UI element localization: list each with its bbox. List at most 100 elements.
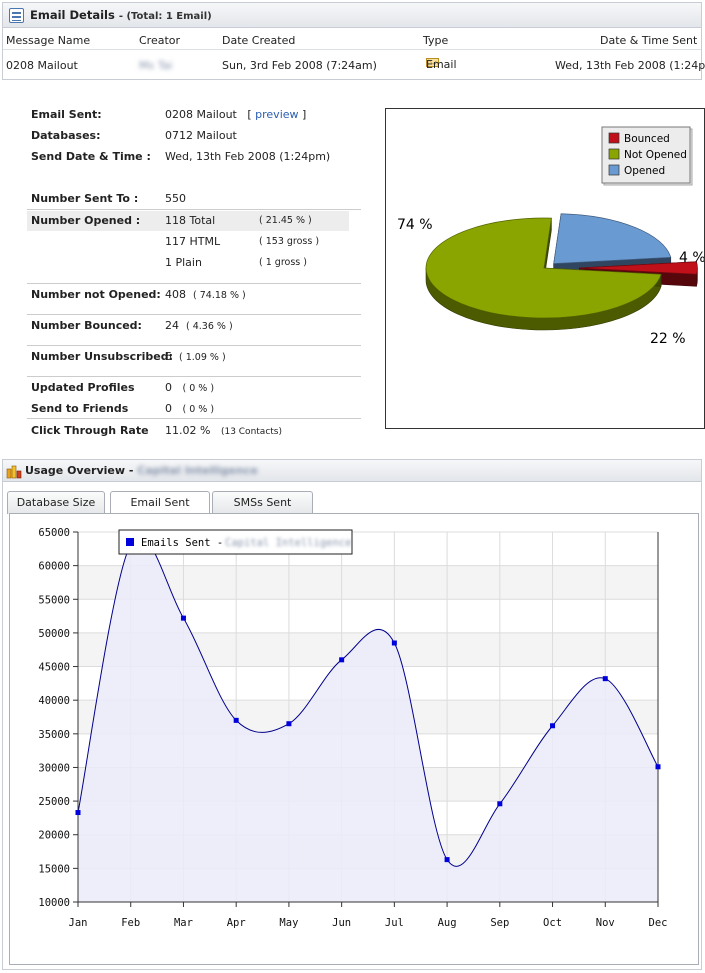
stat-opened-total: Number Opened : 118 Total ( 21.45 % ) <box>27 211 349 231</box>
details-title-text: Email Details <box>30 8 115 22</box>
x-tick-label: Apr <box>227 917 246 929</box>
updated-profiles-label: Updated Profiles <box>31 381 135 394</box>
pie-legend: Bounced Not Opened Opened <box>601 126 693 186</box>
not-opened-count: 408 <box>165 288 186 301</box>
x-tick-label: Feb <box>121 917 140 929</box>
details-column-headers: Message Name Creator Date Created Type D… <box>3 32 701 50</box>
bounced-pct: ( 4.36 % ) <box>186 321 233 332</box>
usage-title: Usage Overview - Capital Intelligence <box>25 464 258 477</box>
click-through-label: Click Through Rate <box>31 424 149 437</box>
legend-label-opened: Opened <box>624 165 665 177</box>
col-creator[interactable]: Creator <box>139 34 181 47</box>
updated-profiles-pct: ( 0 % ) <box>182 383 215 394</box>
y-tick-label: 55000 <box>38 594 70 606</box>
number-sent-value: 550 <box>165 192 186 205</box>
data-point-dec <box>655 764 661 770</box>
send-date-label: Send Date & Time : <box>31 150 151 163</box>
type-text: Email <box>426 58 457 71</box>
send-to-friends-label: Send to Friends <box>31 402 129 415</box>
date-sent-cell: Wed, 13th Feb 2008 (1:24pm) <box>555 59 705 72</box>
pie-label-bounced: 4 % <box>679 250 704 266</box>
col-message-name[interactable]: Message Name <box>6 34 91 47</box>
divider <box>27 314 361 315</box>
pie-slices <box>425 213 698 331</box>
not-opened-label: Number not Opened: <box>31 288 161 301</box>
y-tick-label: 45000 <box>38 662 70 674</box>
usage-overview-panel: Usage Overview - Capital Intelligence Da… <box>2 459 702 970</box>
line-legend-label: Emails Sent - <box>141 537 223 549</box>
unsubscribed-label: Number Unsubscribed: <box>31 350 173 363</box>
stat-not-opened: Number not Opened: 408 ( 74.18 % ) <box>27 285 361 305</box>
bounced-label: Number Bounced: <box>31 319 142 332</box>
email-details-panel: Email Details - (Total: 1 Email) Message… <box>2 2 705 80</box>
y-tick-label: 15000 <box>38 863 70 875</box>
tab-smss-sent[interactable]: SMSs Sent <box>212 491 313 514</box>
y-tick-label: 40000 <box>38 695 70 707</box>
x-tick-label: Dec <box>649 917 668 929</box>
table-row[interactable]: 0208 Mailout Ms Tai Sun, 3rd Feb 2008 (7… <box>3 56 705 76</box>
x-tick-label: May <box>279 917 298 929</box>
x-tick-label: Mar <box>174 917 193 929</box>
line-legend-swatch <box>126 538 134 546</box>
x-tick-label: Jul <box>385 917 404 929</box>
stat-updated-profiles: Updated Profiles 0 ( 0 % ) <box>27 378 361 398</box>
click-through-contacts: (13 Contacts) <box>220 427 282 437</box>
legend-label-not-opened: Not Opened <box>624 149 687 161</box>
stat-unsubscribed: Number Unsubscribed: 6 ( 1.09 % ) <box>27 347 361 367</box>
data-point-may <box>286 721 292 727</box>
bounced-count: 24 <box>165 319 179 332</box>
usage-title-text: Usage Overview - <box>25 464 134 477</box>
email-sent-value: 0208 Mailout [ preview ] <box>165 108 306 121</box>
message-name-cell: 0208 Mailout <box>6 59 78 72</box>
send-to-friends-pct: ( 0 % ) <box>182 404 215 415</box>
details-total: - (Total: 1 Email) <box>118 11 212 22</box>
opened-plain: 1 Plain <box>165 256 202 269</box>
x-tick-label: Oct <box>543 917 562 929</box>
line-chart-svg: 65000 60000 55000 50000 45000 40000 35000 30000… <box>38 527 668 929</box>
data-point-nov <box>602 676 608 682</box>
send-to-friends-count: 0 <box>165 402 172 415</box>
data-point-apr <box>233 717 239 723</box>
stat-send-date: Send Date & Time : Wed, 13th Feb 2008 (1… <box>27 147 361 167</box>
send-date-value: Wed, 13th Feb 2008 (1:24pm) <box>165 150 331 163</box>
stat-send-to-friends: Send to Friends 0 ( 0 % ) <box>27 399 361 419</box>
unsubscribed-pct: ( 1.09 % ) <box>179 352 226 363</box>
opened-total-pct: ( 21.45 % ) <box>259 215 312 226</box>
y-tick-label: 35000 <box>38 729 70 741</box>
email-details-title: Email Details - (Total: 1 Email) <box>30 8 212 22</box>
col-type[interactable]: Type <box>423 34 449 47</box>
data-point-aug <box>444 857 450 863</box>
usage-overview-header: Usage Overview - Capital Intelligence <box>3 460 701 482</box>
opened-plain-gross: ( 1 gross ) <box>259 257 307 268</box>
legend-swatch-bounced <box>608 132 620 144</box>
x-tick-label: Nov <box>596 917 615 929</box>
not-opened-value: 408 ( 74.18 % ) <box>165 288 246 301</box>
tab-database-size[interactable]: Database Size <box>7 491 105 514</box>
stat-bounced: Number Bounced: 24 ( 4.36 % ) <box>27 316 361 336</box>
line-legend: Emails Sent - Capital Intelligence <box>118 529 353 555</box>
list-icon <box>9 8 24 23</box>
x-tick-label: Sep <box>490 917 509 929</box>
pie-label-not-opened: 74 % <box>397 217 433 233</box>
emails-sent-chart: 65000 60000 55000 50000 45000 40000 35000 30000… <box>9 513 699 965</box>
data-point-sep <box>497 801 503 807</box>
divider <box>27 345 361 346</box>
col-date-sent[interactable]: Date & Time Sent <box>600 34 698 47</box>
data-point-jan <box>75 810 81 816</box>
updated-profiles-value: 0 ( 0 % ) <box>165 381 214 394</box>
stat-email-sent: Email Sent: 0208 Mailout [ preview ] <box>27 105 361 125</box>
email-sent-label: Email Sent: <box>31 108 102 121</box>
tab-email-sent[interactable]: Email Sent <box>110 491 210 515</box>
envelope-icon <box>426 58 439 67</box>
y-tick-label: 60000 <box>38 561 70 573</box>
col-date-created[interactable]: Date Created <box>222 34 296 47</box>
preview-link[interactable]: preview <box>255 108 299 121</box>
bar-chart-icon <box>6 465 22 479</box>
updated-profiles-count: 0 <box>165 381 172 394</box>
date-created-cell: Sun, 3rd Feb 2008 (7:24am) <box>222 59 377 72</box>
divider <box>27 209 361 210</box>
stat-click-through: Click Through Rate 11.02 % (13 Contacts) <box>27 421 361 441</box>
unsubscribed-value: 6 ( 1.09 % ) <box>165 350 226 363</box>
x-tick-label: Jun <box>332 917 351 929</box>
line-legend-label-blurred: Capital Intelligence <box>225 537 351 549</box>
